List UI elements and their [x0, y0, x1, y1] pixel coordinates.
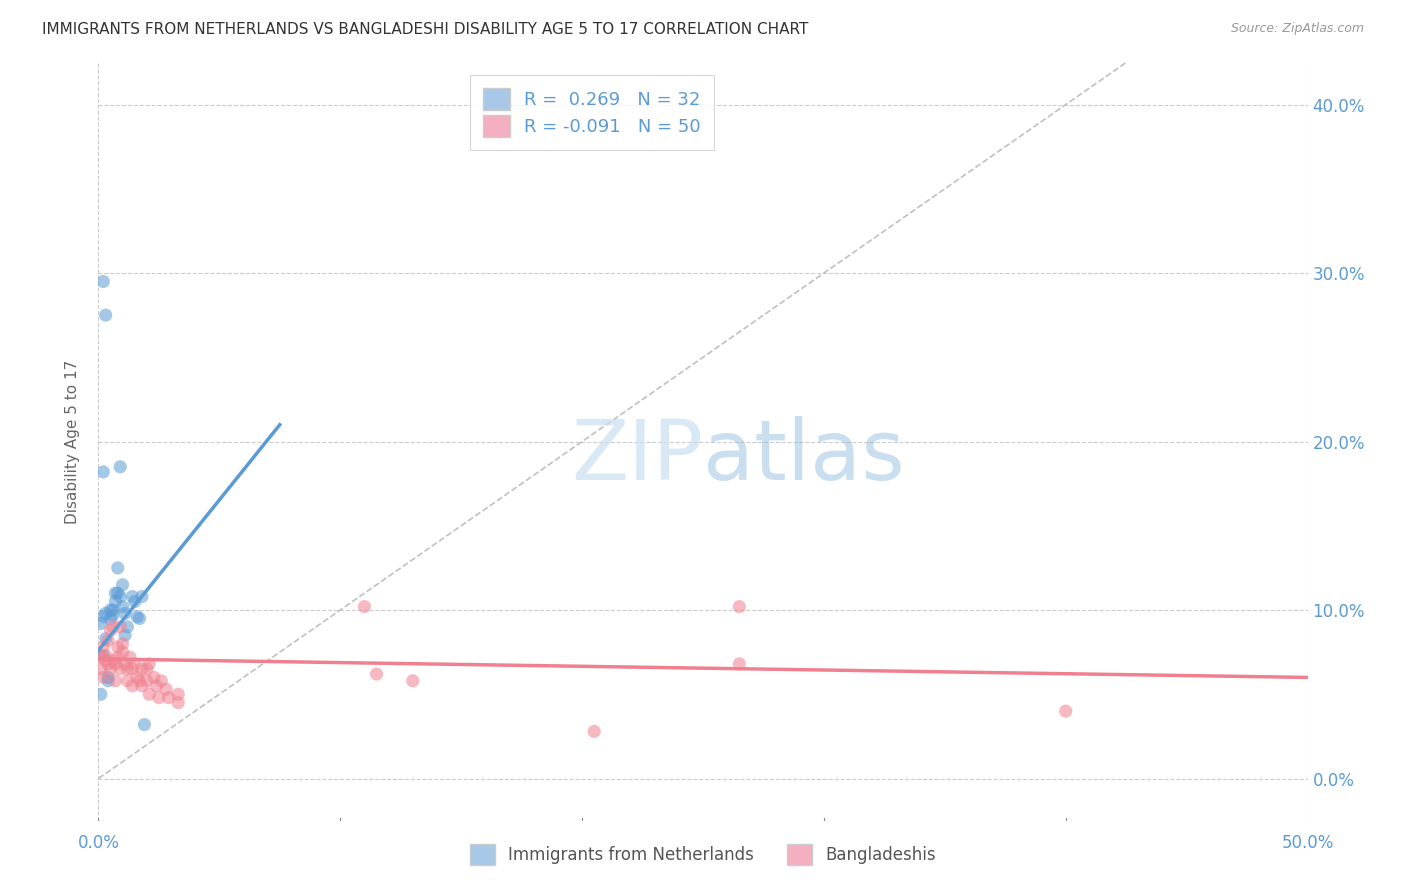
Point [100, 624, 122, 638]
Point [97, 657, 120, 671]
Point [108, 590, 131, 604]
Point [167, 696, 190, 710]
Point [94, 648, 117, 663]
Point [128, 673, 150, 688]
Point [121, 679, 143, 693]
Point [135, 673, 157, 688]
Point [108, 620, 131, 634]
Point [91, 275, 114, 289]
Y-axis label: Disability Age 5 to 17: Disability Age 5 to 17 [65, 359, 80, 524]
Point [107, 586, 129, 600]
Point [402, 673, 425, 688]
Point [97, 670, 120, 684]
Point [101, 620, 124, 634]
Point [127, 609, 149, 624]
Point [121, 590, 143, 604]
Text: 0.0%: 0.0% [77, 834, 120, 852]
Point [108, 459, 131, 474]
Point [167, 687, 190, 701]
Point [145, 679, 167, 693]
Point [100, 611, 122, 625]
Point [131, 679, 153, 693]
Text: atlas: atlas [703, 417, 904, 497]
Point [728, 657, 751, 671]
Point [111, 599, 134, 614]
Point [94, 654, 117, 668]
Point [366, 667, 388, 681]
Point [101, 654, 124, 668]
Point [117, 673, 139, 688]
Point [90, 662, 112, 676]
Point [104, 586, 127, 600]
Point [90, 616, 112, 631]
Point [104, 594, 127, 608]
Text: ZIP: ZIP [571, 417, 703, 497]
Point [728, 599, 751, 614]
Point [124, 594, 146, 608]
Point [100, 662, 122, 676]
Point [97, 633, 120, 648]
Point [108, 662, 131, 676]
Point [138, 657, 160, 671]
Text: IMMIGRANTS FROM NETHERLANDS VS BANGLADESHI DISABILITY AGE 5 TO 17 CORRELATION CH: IMMIGRANTS FROM NETHERLANDS VS BANGLADES… [42, 22, 808, 37]
Point [90, 687, 112, 701]
Point [91, 640, 114, 654]
Point [107, 561, 129, 575]
Point [155, 682, 177, 697]
Point [111, 578, 134, 592]
Point [91, 609, 114, 624]
Point [114, 607, 136, 621]
Point [150, 673, 173, 688]
Point [91, 648, 114, 663]
Point [100, 603, 122, 617]
Point [104, 673, 127, 688]
Point [148, 690, 170, 705]
Point [134, 717, 156, 731]
Point [143, 670, 166, 684]
Point [90, 650, 112, 665]
Point [117, 662, 139, 676]
Point [94, 308, 117, 322]
Point [157, 690, 180, 705]
Point [101, 603, 124, 617]
Text: 50.0%: 50.0% [1281, 834, 1334, 852]
Point [131, 662, 153, 676]
Point [91, 670, 114, 684]
Point [111, 637, 134, 651]
Point [128, 611, 150, 625]
Point [1054, 704, 1077, 718]
Legend: Immigrants from Netherlands, Bangladeshis: Immigrants from Netherlands, Bangladeshi… [460, 834, 946, 875]
Point [114, 628, 136, 642]
Point [91, 465, 114, 479]
Point [124, 657, 146, 671]
Point [353, 599, 375, 614]
Point [118, 650, 141, 665]
Point [583, 724, 606, 739]
Point [107, 650, 129, 665]
Point [131, 590, 153, 604]
Point [94, 632, 117, 646]
Point [121, 662, 143, 676]
Point [135, 662, 157, 676]
Point [101, 608, 124, 623]
Point [117, 620, 139, 634]
Legend: R =  0.269   N = 32, R = -0.091   N = 50: R = 0.269 N = 32, R = -0.091 N = 50 [470, 75, 714, 150]
Point [97, 673, 120, 688]
Point [114, 657, 136, 671]
Point [107, 640, 129, 654]
Point [138, 687, 160, 701]
Point [94, 607, 117, 621]
Point [104, 657, 127, 671]
Point [111, 645, 134, 659]
Point [127, 670, 149, 684]
Text: Source: ZipAtlas.com: Source: ZipAtlas.com [1230, 22, 1364, 36]
